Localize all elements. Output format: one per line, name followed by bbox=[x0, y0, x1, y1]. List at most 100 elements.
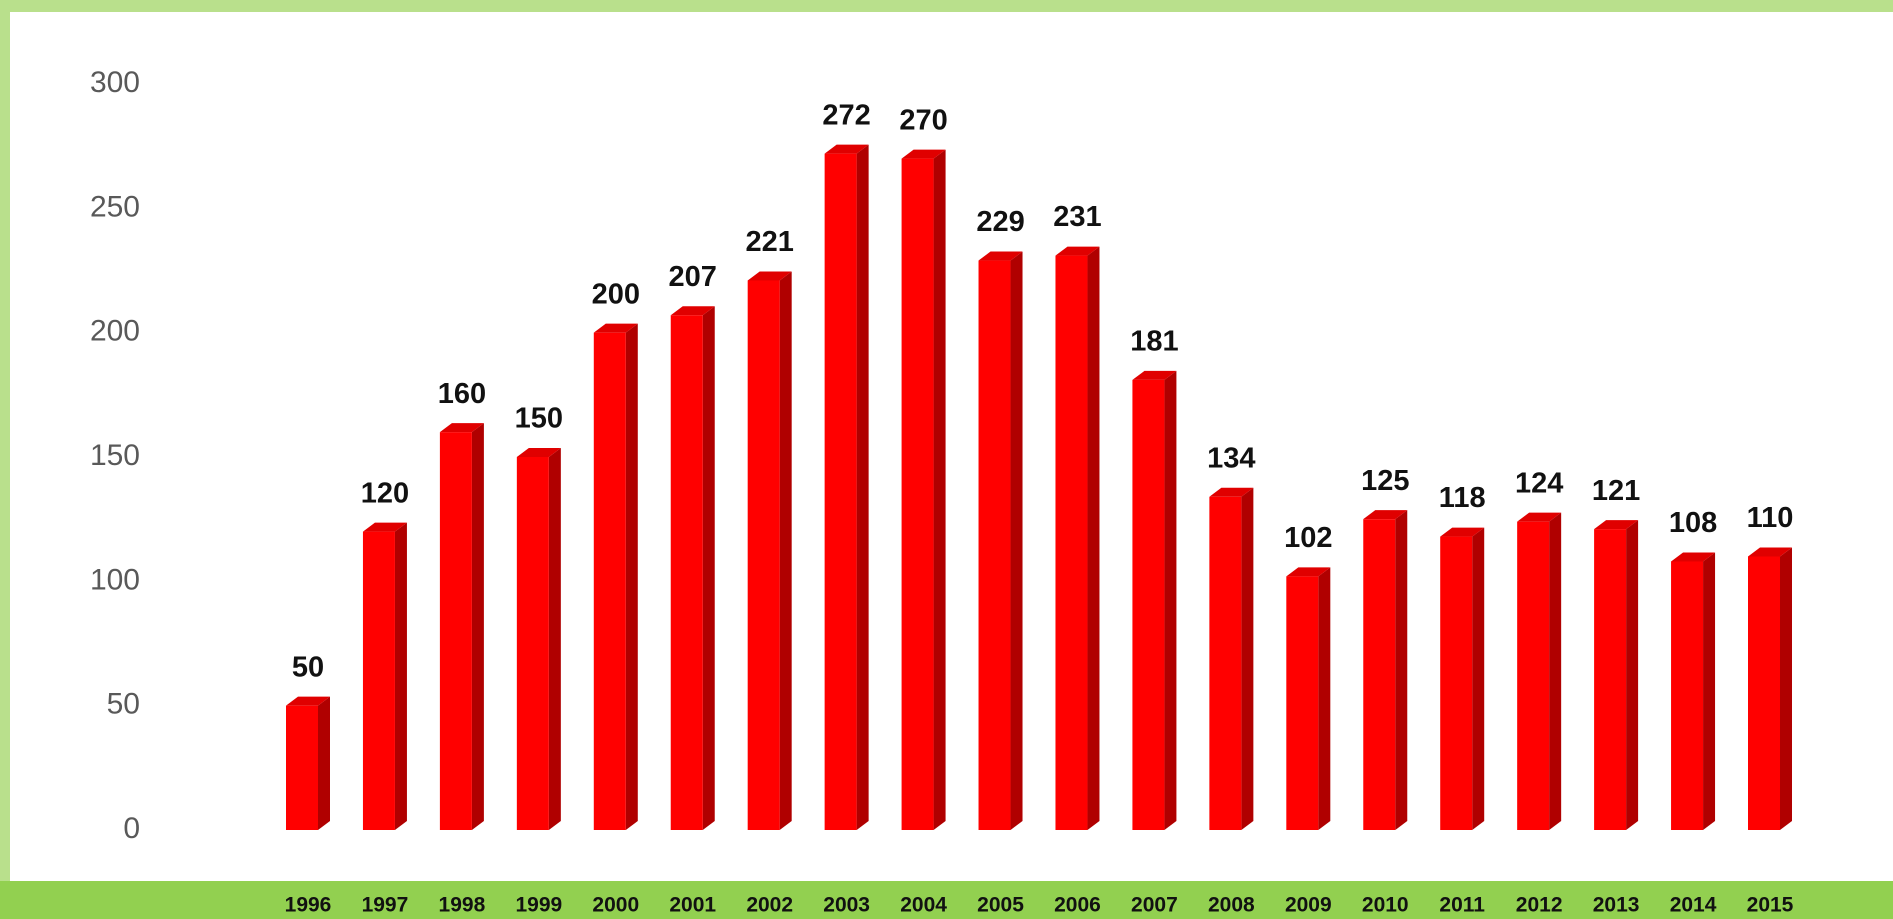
bar bbox=[516, 457, 549, 830]
bar bbox=[901, 158, 934, 831]
bar-side bbox=[1703, 552, 1716, 830]
bar-side bbox=[779, 271, 792, 830]
bar bbox=[978, 260, 1011, 830]
bar-side bbox=[625, 323, 638, 830]
bar-side bbox=[1241, 487, 1254, 830]
bar-top bbox=[1055, 246, 1100, 256]
value-label: 125 bbox=[1361, 465, 1409, 497]
bar-top bbox=[747, 271, 792, 281]
value-label: 150 bbox=[515, 403, 563, 435]
bar-side bbox=[1472, 527, 1485, 830]
x-tick-label: 2009 bbox=[1285, 894, 1332, 917]
y-tick-label: 100 bbox=[90, 563, 140, 596]
bar-top bbox=[1594, 520, 1639, 530]
x-tick-label: 2015 bbox=[1747, 894, 1794, 917]
x-tick-label: 2004 bbox=[900, 894, 947, 917]
bar bbox=[1286, 576, 1319, 830]
value-label: 221 bbox=[745, 226, 793, 258]
bar-top bbox=[1209, 487, 1254, 497]
x-tick-label: 2007 bbox=[1131, 894, 1178, 917]
bar bbox=[824, 153, 857, 831]
bar-side bbox=[1318, 567, 1331, 830]
value-label: 120 bbox=[361, 477, 409, 509]
bar bbox=[1209, 496, 1242, 830]
x-tick-label: 2010 bbox=[1362, 894, 1409, 917]
bar-top bbox=[1517, 512, 1562, 522]
y-tick-label: 0 bbox=[123, 812, 140, 845]
x-tick-label: 1999 bbox=[515, 894, 562, 917]
value-label: 124 bbox=[1515, 467, 1563, 499]
y-tick-label: 250 bbox=[90, 190, 140, 223]
bar bbox=[1132, 379, 1165, 830]
bar-top bbox=[901, 149, 946, 159]
bar bbox=[1594, 529, 1627, 830]
value-label: 108 bbox=[1669, 507, 1717, 539]
bar-side bbox=[394, 522, 407, 830]
value-label: 118 bbox=[1439, 482, 1486, 514]
bar bbox=[747, 280, 780, 830]
value-label: 50 bbox=[292, 651, 324, 683]
value-label: 200 bbox=[592, 278, 640, 310]
bar-side bbox=[1780, 547, 1792, 830]
bar-side bbox=[548, 448, 561, 830]
bar bbox=[1363, 519, 1396, 830]
bar bbox=[670, 315, 703, 830]
bar bbox=[1671, 561, 1704, 830]
value-label: 160 bbox=[438, 378, 486, 410]
bar-side bbox=[1549, 512, 1562, 830]
bar bbox=[1517, 521, 1550, 830]
bar-top bbox=[1286, 567, 1331, 577]
value-label: 231 bbox=[1053, 201, 1101, 233]
bar-side bbox=[702, 306, 715, 830]
value-label: 207 bbox=[669, 261, 717, 293]
bar bbox=[593, 332, 626, 830]
bar bbox=[439, 432, 472, 830]
value-label: 134 bbox=[1207, 442, 1255, 474]
x-tick-label: 1997 bbox=[362, 894, 409, 917]
bar-side bbox=[1010, 251, 1023, 830]
bar-top bbox=[439, 423, 484, 433]
bar-side bbox=[933, 149, 946, 831]
bar-top bbox=[824, 144, 869, 154]
value-label: 270 bbox=[899, 104, 947, 136]
bar-side bbox=[471, 423, 484, 830]
bar-side bbox=[1087, 246, 1100, 830]
x-tick-label: 2003 bbox=[823, 894, 870, 917]
bar bbox=[1440, 536, 1473, 830]
x-tick-label: 2005 bbox=[977, 894, 1024, 917]
bar-top bbox=[1363, 510, 1408, 520]
x-tick-label: 2000 bbox=[592, 894, 639, 917]
bar-top bbox=[1132, 370, 1177, 380]
value-label: 102 bbox=[1284, 522, 1332, 554]
x-tick-label: 2013 bbox=[1593, 894, 1640, 917]
bar-side bbox=[1395, 510, 1408, 830]
bar-top bbox=[1440, 527, 1485, 537]
x-tick-label: 2001 bbox=[669, 894, 716, 917]
bar bbox=[1748, 556, 1780, 830]
bar-side bbox=[856, 144, 869, 831]
x-tick-label: 2006 bbox=[1054, 894, 1101, 917]
x-tick-label: 2002 bbox=[746, 894, 793, 917]
bar bbox=[362, 531, 395, 830]
value-label: 110 bbox=[1747, 502, 1794, 534]
x-tick-label: 2008 bbox=[1208, 894, 1255, 917]
bar-side bbox=[318, 696, 330, 830]
bar-top bbox=[362, 522, 407, 532]
x-tick-label: 1996 bbox=[285, 894, 332, 917]
bar-top bbox=[1671, 552, 1716, 562]
value-label: 181 bbox=[1130, 326, 1178, 358]
bar-top bbox=[670, 306, 715, 316]
bar-side bbox=[1164, 370, 1177, 830]
bar bbox=[1055, 255, 1088, 830]
y-tick-label: 300 bbox=[90, 66, 140, 99]
x-tick-label: 2011 bbox=[1439, 894, 1485, 917]
value-label: 229 bbox=[976, 206, 1024, 238]
value-label: 121 bbox=[1592, 475, 1640, 507]
category-band bbox=[0, 881, 1893, 919]
x-tick-label: 2012 bbox=[1516, 894, 1563, 917]
bar bbox=[286, 705, 318, 830]
y-tick-label: 200 bbox=[90, 315, 140, 348]
y-tick-label: 50 bbox=[107, 688, 140, 721]
